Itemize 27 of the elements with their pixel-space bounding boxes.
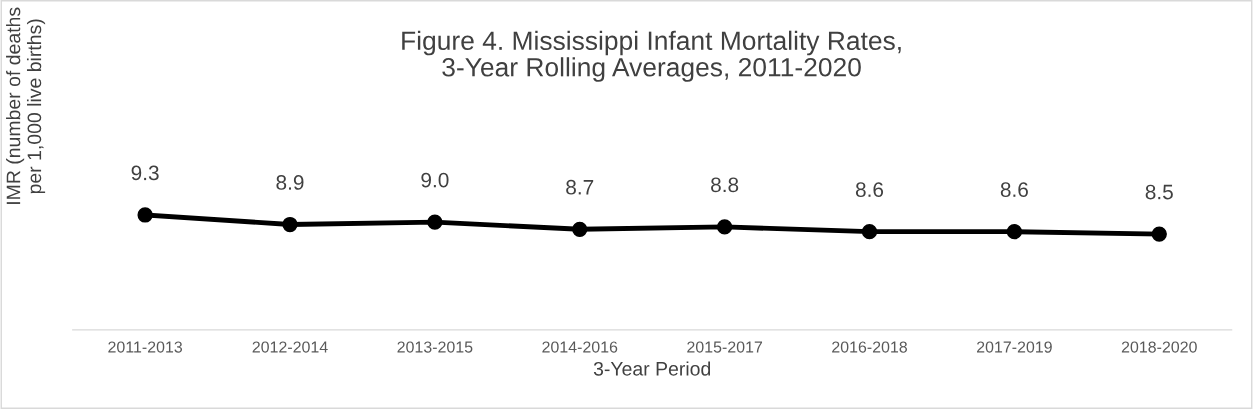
x-tick-label: 2016-2018 <box>832 341 907 353</box>
point <box>572 221 588 237</box>
y-axis-title: IMR (number of deaths per 1,000 live births) <box>6 7 46 204</box>
point <box>137 207 153 223</box>
point <box>716 219 733 235</box>
data-label: 8.7 <box>566 179 594 195</box>
data-label: 8.8 <box>711 177 739 193</box>
point <box>282 216 298 233</box>
x-tick-label: 2012-2014 <box>252 341 328 353</box>
point <box>427 214 443 230</box>
x-tick-label: 2017-2019 <box>977 341 1052 353</box>
point <box>1006 224 1023 240</box>
x-tick-label: 2013-2015 <box>397 341 473 353</box>
data-label: 8.6 <box>855 182 884 197</box>
chart-title: Figure 4. Mississippi Infant Mortality Rates, 3-Year Rolling Averages, 2011-2020 <box>402 30 901 82</box>
point <box>861 224 878 240</box>
data-label: 9.0 <box>421 172 449 188</box>
x-tick-label: 2014-2016 <box>542 341 618 353</box>
data-label: 8.6 <box>1000 182 1028 197</box>
x-axis-title: 3-Year Period <box>593 361 711 376</box>
data-label: 9.3 <box>131 165 159 181</box>
data-label: 8.5 <box>1145 184 1173 200</box>
x-tick-label: 2018-2020 <box>1121 341 1197 353</box>
x-tick-label: 2011-2013 <box>108 341 183 353</box>
data-label: 8.9 <box>276 175 304 190</box>
point <box>1151 226 1167 242</box>
x-tick-label: 2015-2017 <box>687 341 763 353</box>
